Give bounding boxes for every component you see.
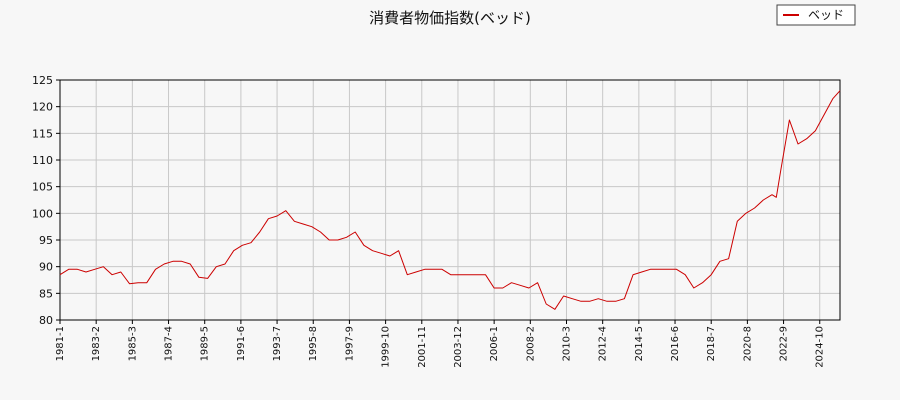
- y-tick-label: 115: [32, 127, 53, 140]
- y-tick-label: 90: [39, 261, 53, 274]
- x-tick-label: 1999-10: [381, 326, 392, 368]
- x-tick-label: 1997-9: [344, 326, 355, 361]
- x-tick-label: 2010-3: [561, 326, 572, 361]
- x-tick-label: 2022-9: [779, 326, 790, 361]
- chart-title: 消費者物価指数(ベッド): [369, 9, 531, 27]
- legend: ベッド: [776, 4, 856, 26]
- x-tick-label: 1989-5: [200, 326, 211, 361]
- x-tick-label: 2024-10: [815, 326, 826, 368]
- gridlines: [59, 79, 840, 321]
- y-tick-label: 95: [39, 234, 53, 247]
- y-tick-label: 120: [32, 101, 53, 114]
- x-tick-label: 2018-7: [706, 326, 717, 361]
- x-tick-label: 2016-6: [670, 326, 681, 361]
- x-tick-label: 1987-4: [164, 326, 175, 361]
- x-tick-label: 1985-3: [127, 326, 138, 361]
- x-tick-label: 1981-1: [55, 326, 66, 361]
- y-tick-label: 100: [32, 207, 53, 220]
- legend-label: ベッド: [808, 8, 844, 22]
- x-tick-label: 2003-12: [453, 326, 464, 368]
- y-tick-label: 80: [39, 314, 53, 327]
- legend-box: [776, 4, 856, 26]
- x-tick-label: 2006-1: [489, 326, 500, 361]
- x-tick-label: 1983-2: [91, 326, 102, 361]
- y-tick-label: 105: [32, 181, 53, 194]
- plot-frame: [59, 79, 841, 321]
- x-tick-label: 2001-11: [417, 326, 428, 368]
- x-tick-label: 2012-4: [598, 326, 609, 361]
- axis-ticks: 80 85 90 95 100 105 110 115 120 125 1981-1 1983-2 19…: [32, 74, 826, 368]
- x-tick-label: 2014-5: [634, 326, 645, 361]
- x-tick-label: 1991-6: [236, 326, 247, 361]
- y-tick-label: 125: [32, 74, 53, 87]
- y-tick-label: 85: [39, 287, 53, 300]
- series-line: [59, 90, 841, 310]
- y-tick-label: 110: [32, 154, 53, 167]
- x-tick-label: 2020-8: [742, 326, 753, 361]
- series-layer: [59, 90, 841, 310]
- x-tick-label: 1995-8: [308, 326, 319, 361]
- x-tick-label: 2008-2: [525, 326, 536, 361]
- x-tick-label: 1993-7: [272, 326, 283, 361]
